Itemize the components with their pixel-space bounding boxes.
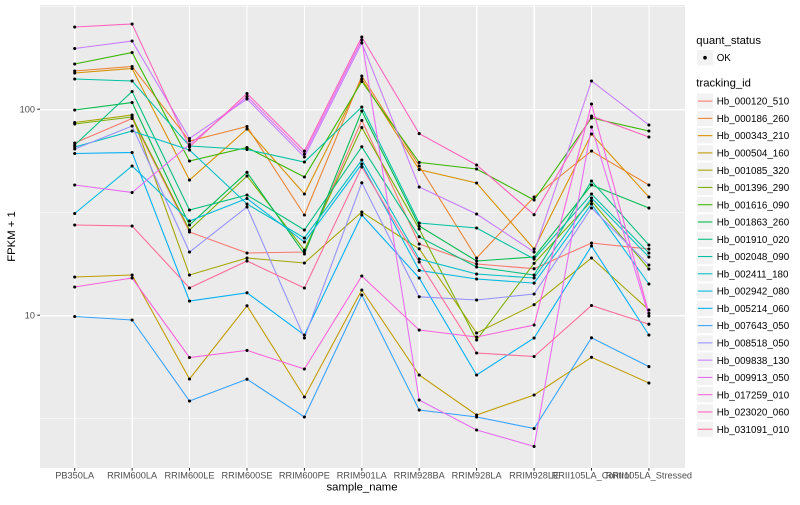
svg-text:Hb_017259_010: Hb_017259_010 bbox=[717, 390, 790, 401]
svg-text:Hb_001396_290: Hb_001396_290 bbox=[717, 183, 790, 194]
svg-text:Hb_008518_050: Hb_008518_050 bbox=[717, 338, 790, 349]
svg-text:Hb_023020_060: Hb_023020_060 bbox=[717, 408, 790, 419]
svg-text:Hb_007643_050: Hb_007643_050 bbox=[717, 321, 790, 332]
svg-text:Hb_002048_090: Hb_002048_090 bbox=[717, 252, 790, 263]
svg-text:Hb_000186_260: Hb_000186_260 bbox=[717, 114, 790, 125]
svg-text:Hb_000504_160: Hb_000504_160 bbox=[717, 149, 790, 160]
svg-text:Hb_009913_050: Hb_009913_050 bbox=[717, 373, 790, 384]
svg-text:FPKM + 1: FPKM + 1 bbox=[6, 211, 18, 262]
svg-text:Hb_002942_080: Hb_002942_080 bbox=[717, 287, 790, 298]
svg-text:RRIM928LA: RRIM928LA bbox=[452, 470, 503, 480]
svg-text:quant_status: quant_status bbox=[696, 35, 761, 47]
svg-text:Hb_009838_130: Hb_009838_130 bbox=[717, 356, 790, 367]
svg-text:Hb_001863_260: Hb_001863_260 bbox=[717, 218, 790, 229]
svg-text:Hb_031091_010: Hb_031091_010 bbox=[717, 425, 790, 436]
svg-text:OK: OK bbox=[717, 53, 732, 64]
svg-text:Hb_001910_020: Hb_001910_020 bbox=[717, 235, 790, 246]
svg-text:Hb_001616_090: Hb_001616_090 bbox=[717, 200, 790, 211]
svg-text:RRIM600PE: RRIM600PE bbox=[279, 470, 330, 480]
svg-text:RRIM600LE: RRIM600LE bbox=[164, 470, 214, 480]
svg-text:RRII105LA_Stressed: RRII105LA_Stressed bbox=[606, 470, 692, 480]
svg-text:RRIM928LE: RRIM928LE bbox=[509, 470, 559, 480]
svg-text:Hb_005214_060: Hb_005214_060 bbox=[717, 304, 790, 315]
svg-text:RRIM600SE: RRIM600SE bbox=[221, 470, 272, 480]
svg-text:sample_name: sample_name bbox=[327, 482, 398, 494]
svg-text:Hb_000120_510: Hb_000120_510 bbox=[717, 97, 790, 108]
svg-text:RRIM600LA: RRIM600LA bbox=[107, 470, 158, 480]
svg-text:tracking_id: tracking_id bbox=[696, 77, 751, 89]
svg-text:Hb_001085_320: Hb_001085_320 bbox=[717, 166, 790, 177]
svg-text:10: 10 bbox=[25, 310, 35, 320]
svg-text:Hb_000343_210: Hb_000343_210 bbox=[717, 131, 790, 142]
svg-text:RRIM901LA: RRIM901LA bbox=[337, 470, 388, 480]
svg-text:PB350LA: PB350LA bbox=[55, 470, 95, 480]
svg-text:100: 100 bbox=[20, 104, 35, 114]
svg-text:Hb_002411_180: Hb_002411_180 bbox=[717, 269, 789, 280]
svg-text:RRIM928BA: RRIM928BA bbox=[394, 470, 446, 480]
svg-text:RRII105LA_Control: RRII105LA_Control bbox=[552, 470, 632, 480]
